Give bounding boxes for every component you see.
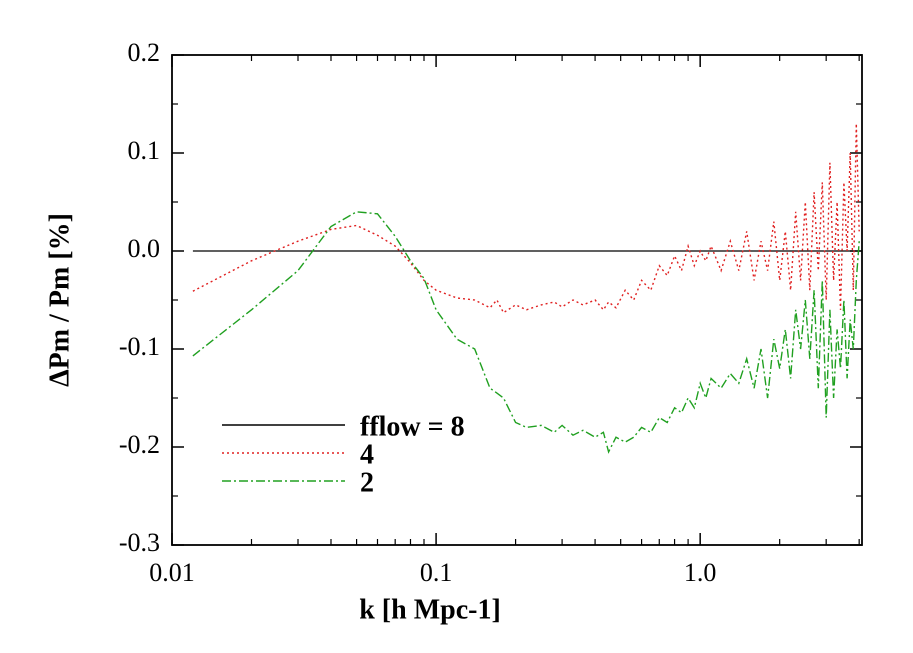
legend-label: fflow = 8: [360, 411, 465, 442]
y-tick-label: 0.2: [128, 38, 161, 67]
y-axis-label: ΔPm / Pm [%]: [44, 213, 75, 387]
legend-label: 4: [360, 439, 374, 470]
legend-label: 2: [360, 467, 374, 498]
y-tick-label: -0.3: [119, 528, 160, 557]
series-line: [192, 123, 860, 314]
x-axis-label: k [h Mpc-1]: [359, 594, 501, 625]
x-tick-label: 0.01: [149, 558, 195, 587]
y-tick-label: 0.0: [128, 234, 161, 263]
series-line: [192, 211, 860, 454]
plot-frame: [171, 54, 863, 546]
y-tick-label: -0.2: [119, 430, 160, 459]
y-tick-label: 0.1: [128, 136, 161, 165]
x-tick-label: 0.1: [420, 558, 453, 587]
x-tick-label: 1.0: [684, 558, 717, 587]
y-tick-label: -0.1: [119, 332, 160, 361]
